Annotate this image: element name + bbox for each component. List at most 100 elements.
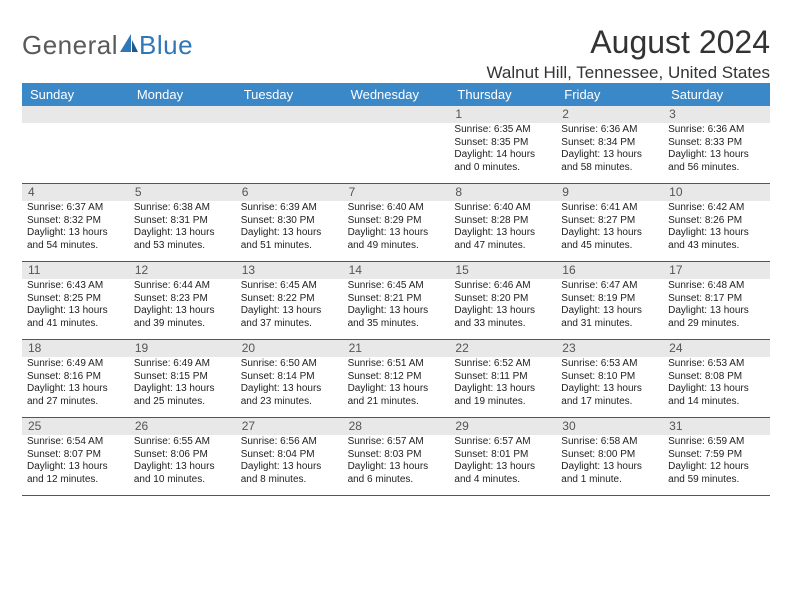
sunrise-line: Sunrise: 6:44 AM <box>134 280 231 293</box>
daylight-line: Daylight: 13 hours and 29 minutes. <box>668 305 765 330</box>
sunset-line: Sunset: 8:22 PM <box>241 293 338 306</box>
daylight-line: Daylight: 13 hours and 14 minutes. <box>668 383 765 408</box>
day-cell: 13Sunrise: 6:45 AMSunset: 8:22 PMDayligh… <box>236 262 343 340</box>
day-number: 3 <box>663 106 770 123</box>
day-number: 5 <box>129 184 236 201</box>
sunrise-line: Sunrise: 6:53 AM <box>561 358 658 371</box>
day-details: Sunrise: 6:43 AMSunset: 8:25 PMDaylight:… <box>22 279 129 333</box>
day-details: Sunrise: 6:40 AMSunset: 8:28 PMDaylight:… <box>449 201 556 255</box>
sunrise-line: Sunrise: 6:35 AM <box>454 124 551 137</box>
sunset-line: Sunset: 8:06 PM <box>134 449 231 462</box>
logo: General Blue <box>22 24 193 61</box>
month-title: August 2024 <box>487 24 770 61</box>
sunrise-line: Sunrise: 6:46 AM <box>454 280 551 293</box>
day-number: 2 <box>556 106 663 123</box>
sunset-line: Sunset: 8:11 PM <box>454 371 551 384</box>
day-number: 29 <box>449 418 556 435</box>
sunrise-line: Sunrise: 6:38 AM <box>134 202 231 215</box>
day-number: 19 <box>129 340 236 357</box>
day-number: 25 <box>22 418 129 435</box>
sunrise-line: Sunrise: 6:36 AM <box>561 124 658 137</box>
sunset-line: Sunset: 8:14 PM <box>241 371 338 384</box>
daylight-line: Daylight: 13 hours and 21 minutes. <box>348 383 445 408</box>
day-details: Sunrise: 6:40 AMSunset: 8:29 PMDaylight:… <box>343 201 450 255</box>
day-number: 30 <box>556 418 663 435</box>
day-details: Sunrise: 6:57 AMSunset: 8:01 PMDaylight:… <box>449 435 556 489</box>
day-details: Sunrise: 6:48 AMSunset: 8:17 PMDaylight:… <box>663 279 770 333</box>
sunrise-line: Sunrise: 6:43 AM <box>27 280 124 293</box>
daylight-line: Daylight: 13 hours and 51 minutes. <box>241 227 338 252</box>
day-cell: 29Sunrise: 6:57 AMSunset: 8:01 PMDayligh… <box>449 418 556 496</box>
day-number: 17 <box>663 262 770 279</box>
daylight-line: Daylight: 13 hours and 39 minutes. <box>134 305 231 330</box>
sunrise-line: Sunrise: 6:54 AM <box>27 436 124 449</box>
day-number: 27 <box>236 418 343 435</box>
calendar-grid: 1Sunrise: 6:35 AMSunset: 8:35 PM Daylight… <box>22 106 770 496</box>
day-number <box>343 106 450 123</box>
day-number: 16 <box>556 262 663 279</box>
sunset-line: Sunset: 8:35 PM <box>454 137 551 150</box>
day-number: 11 <box>22 262 129 279</box>
day-number: 26 <box>129 418 236 435</box>
daylight-line: Daylight: 13 hours and 23 minutes. <box>241 383 338 408</box>
day-number: 24 <box>663 340 770 357</box>
sunrise-line: Sunrise: 6:37 AM <box>27 202 124 215</box>
daylight-line: Daylight: 13 hours and 10 minutes. <box>134 461 231 486</box>
day-number <box>129 106 236 123</box>
sunset-line: Sunset: 8:10 PM <box>561 371 658 384</box>
daylight-line: Daylight: 13 hours and 17 minutes. <box>561 383 658 408</box>
day-details: Sunrise: 6:51 AMSunset: 8:12 PMDaylight:… <box>343 357 450 411</box>
sunrise-line: Sunrise: 6:45 AM <box>241 280 338 293</box>
day-details: Sunrise: 6:41 AMSunset: 8:27 PMDaylight:… <box>556 201 663 255</box>
day-number: 15 <box>449 262 556 279</box>
day-details: Sunrise: 6:53 AMSunset: 8:08 PMDaylight:… <box>663 357 770 411</box>
day-details: Sunrise: 6:36 AMSunset: 8:33 PMDaylight:… <box>663 123 770 177</box>
sunset-line: Sunset: 8:27 PM <box>561 215 658 228</box>
day-cell-empty <box>22 106 129 184</box>
sunset-line: Sunset: 8:00 PM <box>561 449 658 462</box>
sunrise-line: Sunrise: 6:48 AM <box>668 280 765 293</box>
daylight-line: Daylight: 13 hours and 58 minutes. <box>561 149 658 174</box>
daylight-line: Daylight: 13 hours and 31 minutes. <box>561 305 658 330</box>
sunrise-line: Sunrise: 6:58 AM <box>561 436 658 449</box>
day-number: 10 <box>663 184 770 201</box>
sunrise-line: Sunrise: 6:42 AM <box>668 202 765 215</box>
day-details: Sunrise: 6:55 AMSunset: 8:06 PMDaylight:… <box>129 435 236 489</box>
day-number: 20 <box>236 340 343 357</box>
sunrise-line: Sunrise: 6:49 AM <box>27 358 124 371</box>
day-details: Sunrise: 6:54 AMSunset: 8:07 PMDaylight:… <box>22 435 129 489</box>
sunset-line: Sunset: 8:26 PM <box>668 215 765 228</box>
day-number: 1 <box>449 106 556 123</box>
sunrise-line: Sunrise: 6:39 AM <box>241 202 338 215</box>
day-details: Sunrise: 6:37 AMSunset: 8:32 PMDaylight:… <box>22 201 129 255</box>
day-cell: 14Sunrise: 6:45 AMSunset: 8:21 PMDayligh… <box>343 262 450 340</box>
daylight-line: Daylight: 13 hours and 41 minutes. <box>27 305 124 330</box>
calendar-page: General Blue August 2024 Walnut Hill, Te… <box>0 0 792 496</box>
daylight-line: Daylight: 13 hours and 27 minutes. <box>27 383 124 408</box>
day-details: Sunrise: 6:50 AMSunset: 8:14 PMDaylight:… <box>236 357 343 411</box>
day-of-week-label: Thursday <box>449 83 556 106</box>
day-cell: 17Sunrise: 6:48 AMSunset: 8:17 PMDayligh… <box>663 262 770 340</box>
day-details: Sunrise: 6:57 AMSunset: 8:03 PMDaylight:… <box>343 435 450 489</box>
sunrise-line: Sunrise: 6:50 AM <box>241 358 338 371</box>
day-details: Sunrise: 6:52 AMSunset: 8:11 PMDaylight:… <box>449 357 556 411</box>
daylight-line: Daylight: 13 hours and 8 minutes. <box>241 461 338 486</box>
day-number: 6 <box>236 184 343 201</box>
sunset-line: Sunset: 8:03 PM <box>348 449 445 462</box>
sunrise-line: Sunrise: 6:47 AM <box>561 280 658 293</box>
sunrise-line: Sunrise: 6:49 AM <box>134 358 231 371</box>
day-details: Sunrise: 6:38 AMSunset: 8:31 PMDaylight:… <box>129 201 236 255</box>
day-cell: 9Sunrise: 6:41 AMSunset: 8:27 PMDaylight… <box>556 184 663 262</box>
sunrise-line: Sunrise: 6:52 AM <box>454 358 551 371</box>
logo-text-blue: Blue <box>139 30 193 61</box>
sunset-line: Sunset: 8:29 PM <box>348 215 445 228</box>
sunset-line: Sunset: 8:12 PM <box>348 371 445 384</box>
days-of-week-header: SundayMondayTuesdayWednesdayThursdayFrid… <box>22 83 770 106</box>
day-cell: 8Sunrise: 6:40 AMSunset: 8:28 PMDaylight… <box>449 184 556 262</box>
sunrise-line: Sunrise: 6:57 AM <box>348 436 445 449</box>
daylight-line: Daylight: 13 hours and 49 minutes. <box>348 227 445 252</box>
day-details: Sunrise: 6:44 AMSunset: 8:23 PMDaylight:… <box>129 279 236 333</box>
day-of-week-label: Saturday <box>663 83 770 106</box>
daylight-line: Daylight: 13 hours and 35 minutes. <box>348 305 445 330</box>
daylight-line: Daylight: 13 hours and 33 minutes. <box>454 305 551 330</box>
